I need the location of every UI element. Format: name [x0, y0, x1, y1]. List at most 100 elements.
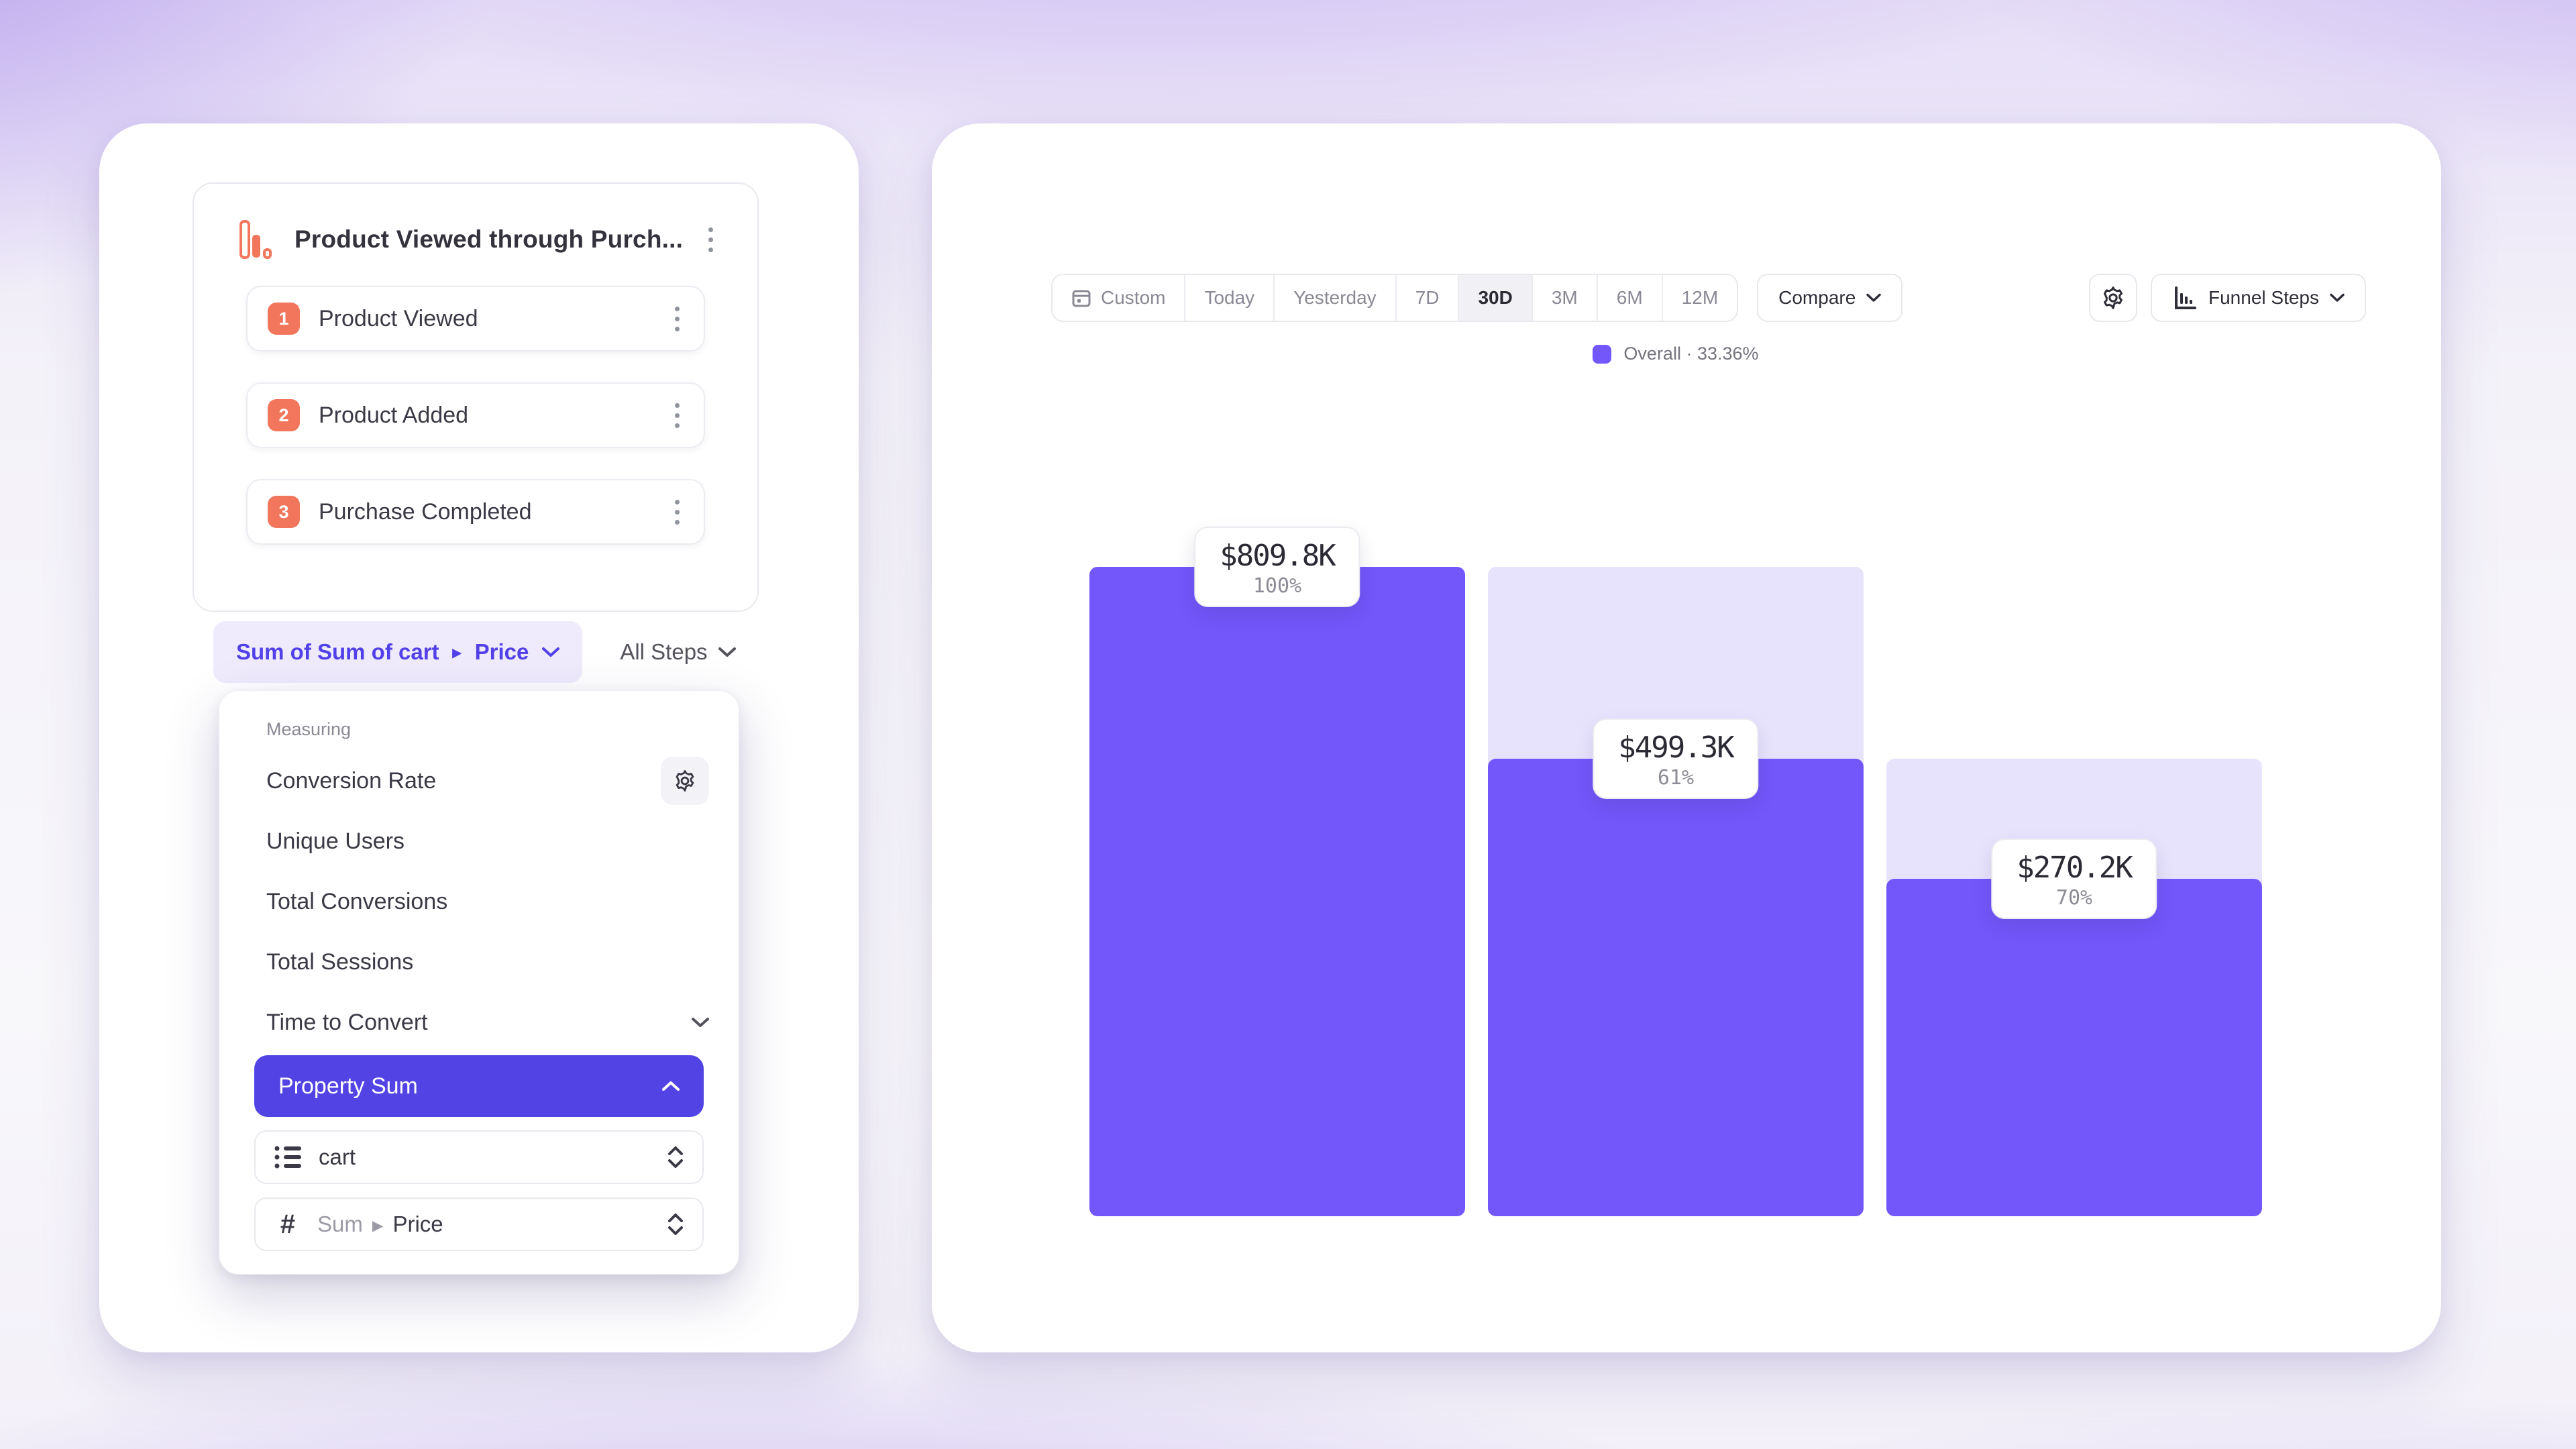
menu-item-time-to-convert[interactable]: Time to Convert — [219, 992, 739, 1053]
menu-item-conversion-rate[interactable]: Conversion Rate — [219, 751, 739, 811]
step-number-badge: 1 — [268, 303, 300, 335]
range-6m[interactable]: 6M — [1596, 275, 1662, 321]
calendar-icon — [1071, 288, 1091, 308]
chevron-down-icon — [718, 647, 736, 657]
chart-type-label: Funnel Steps — [2208, 287, 2319, 308]
menu-item-total-sessions[interactable]: Total Sessions — [219, 932, 739, 992]
bar-converted — [1089, 567, 1465, 1216]
step-kebab-menu[interactable] — [671, 496, 684, 529]
chevron-down-icon — [692, 1017, 709, 1028]
range-label: Today — [1204, 287, 1255, 308]
menu-item-label: Total Sessions — [266, 949, 414, 975]
funnel-header: Product Viewed through Purch... — [194, 184, 757, 259]
step-kebab-menu[interactable] — [671, 399, 684, 432]
chevron-down-icon — [2330, 293, 2345, 302]
step-kebab-menu[interactable] — [671, 303, 684, 335]
updown-stepper-icon — [667, 1146, 684, 1169]
steps-scope-label: All Steps — [620, 639, 708, 664]
menu-item-label: Unique Users — [266, 828, 405, 854]
range-label: 30D — [1478, 287, 1513, 308]
aggregation-property: Price — [392, 1212, 443, 1236]
range-label: 12M — [1681, 287, 1719, 308]
funnel-bar-step-3[interactable]: $270.2K 70% — [1886, 553, 2262, 1216]
aggregation-prefix: Sum — [317, 1212, 363, 1236]
breadcrumb-arrow: ▸ — [372, 1212, 384, 1237]
bar-percent: 61% — [1657, 766, 1695, 790]
funnel-chart-card: Custom Today Yesterday 7D 30D 3M 6M 12M … — [932, 123, 2441, 1352]
measurement-bar: Sum of Sum of cart ▸ Price All Steps — [213, 621, 736, 683]
gear-icon — [676, 770, 694, 792]
conversion-rate-settings-button[interactable] — [661, 757, 709, 805]
property-select[interactable]: cart — [254, 1130, 704, 1184]
chart-type-dropdown[interactable]: Funnel Steps — [2151, 274, 2366, 322]
step-number-badge: 2 — [268, 399, 300, 431]
range-label: Custom — [1101, 287, 1166, 308]
aggregation-select-value: Sum ▸ Price — [317, 1212, 651, 1238]
funnel-steps-list: 1 Product Viewed 2 Product Added 3 Purch… — [246, 286, 705, 545]
chart-toolbar: Custom Today Yesterday 7D 30D 3M 6M 12M … — [1051, 274, 2366, 322]
legend-text: Overall · 33.36% — [1623, 343, 1759, 364]
menu-item-unique-users[interactable]: Unique Users — [219, 811, 739, 871]
funnel-steps-icon — [2175, 286, 2196, 309]
bar-converted — [1488, 759, 1864, 1216]
measurement-label: Sum of Sum of cart — [236, 639, 439, 664]
funnel-builder-card: Product Viewed through Purch... 1 Produc… — [99, 123, 859, 1352]
measurement-property: Price — [474, 639, 529, 664]
step-number-badge: 3 — [268, 496, 300, 528]
funnel-kebab-menu[interactable] — [704, 223, 717, 256]
compare-label: Compare — [1778, 287, 1856, 308]
range-label: 7D — [1415, 287, 1440, 308]
range-3m[interactable]: 3M — [1531, 275, 1597, 321]
range-yesterday[interactable]: Yesterday — [1273, 275, 1395, 321]
property-select-value: cart — [319, 1144, 356, 1169]
bar-percent: 100% — [1252, 574, 1302, 598]
gear-icon — [2104, 286, 2123, 309]
chart-legend[interactable]: Overall · 33.36% — [1089, 343, 2262, 364]
bar-value-tooltip: $499.3K 61% — [1593, 718, 1759, 799]
menu-item-total-conversions[interactable]: Total Conversions — [219, 871, 739, 932]
bar-value: $270.2K — [2017, 851, 2133, 885]
funnel-definition-panel: Product Viewed through Purch... 1 Produc… — [193, 182, 759, 612]
bar-percent: 70% — [2055, 886, 2093, 910]
menu-item-label: Conversion Rate — [266, 767, 437, 794]
chevron-down-icon — [1866, 293, 1882, 302]
compare-dropdown[interactable]: Compare — [1757, 274, 1903, 322]
menu-item-property-sum[interactable]: Property Sum — [254, 1055, 704, 1117]
bar-value-tooltip: $809.8K 100% — [1194, 527, 1360, 607]
range-30d[interactable]: 30D — [1458, 275, 1532, 321]
menu-item-label: Total Conversions — [266, 888, 448, 914]
measurement-dropdown[interactable]: Sum of Sum of cart ▸ Price — [213, 621, 583, 683]
date-range-segmented-control: Custom Today Yesterday 7D 30D 3M 6M 12M — [1051, 274, 1739, 322]
chevron-down-icon — [542, 647, 560, 657]
legend-swatch — [1593, 344, 1612, 364]
aggregation-select[interactable]: # Sum ▸ Price — [254, 1197, 704, 1251]
measuring-dropdown-panel: Measuring Conversion Rate Unique Users T… — [219, 690, 739, 1275]
range-custom[interactable]: Custom — [1053, 275, 1184, 321]
range-today[interactable]: Today — [1184, 275, 1273, 321]
bar-converted — [1886, 879, 2262, 1216]
number-property-icon: # — [280, 1209, 296, 1239]
funnel-bar-step-2[interactable]: $499.3K 61% — [1488, 553, 1864, 1216]
steps-scope-dropdown[interactable]: All Steps — [620, 639, 736, 665]
funnel-chart-icon — [239, 220, 272, 259]
step-label: Purchase Completed — [319, 498, 532, 525]
range-label: Yesterday — [1293, 287, 1377, 308]
bar-value: $809.8K — [1220, 539, 1336, 573]
bar-value: $499.3K — [1618, 731, 1734, 765]
menu-section-label: Measuring — [266, 719, 352, 739]
funnel-bar-step-1[interactable]: $809.8K 100% — [1089, 527, 1465, 1216]
funnel-step-row[interactable]: 3 Purchase Completed — [246, 479, 705, 545]
range-7d[interactable]: 7D — [1395, 275, 1458, 321]
chevron-up-icon — [662, 1081, 680, 1091]
list-icon — [274, 1145, 303, 1169]
funnel-step-row[interactable]: 1 Product Viewed — [246, 286, 705, 352]
funnel-bar-chart: $809.8K 100% $499.3K 61% $270.2K 70% — [1089, 527, 2262, 1216]
updown-stepper-icon — [667, 1213, 684, 1236]
range-12m[interactable]: 12M — [1661, 275, 1737, 321]
range-label: 3M — [1551, 287, 1578, 308]
step-label: Product Viewed — [319, 305, 478, 331]
breadcrumb-arrow: ▸ — [452, 641, 462, 662]
menu-item-label: Property Sum — [278, 1073, 418, 1099]
funnel-step-row[interactable]: 2 Product Added — [246, 382, 705, 448]
chart-settings-button[interactable] — [2089, 274, 2137, 322]
